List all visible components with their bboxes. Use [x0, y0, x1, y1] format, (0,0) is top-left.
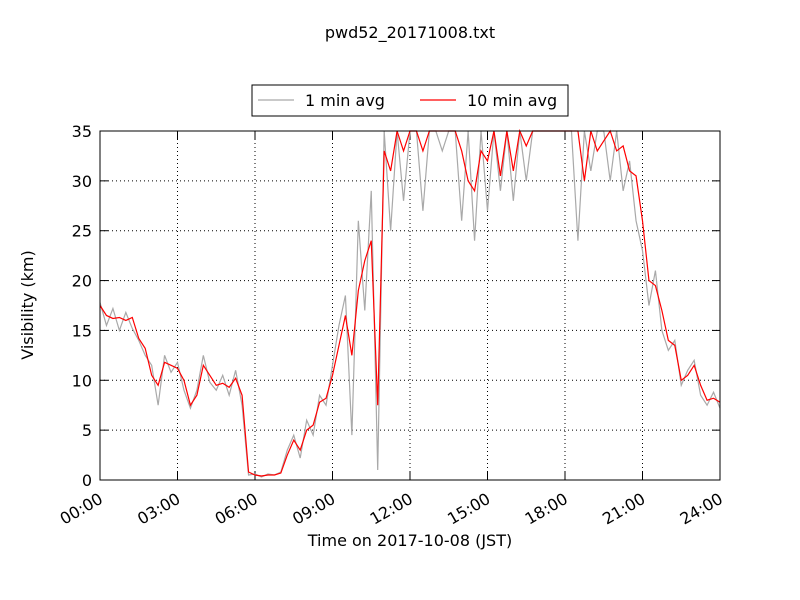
y-tick-label: 15 [72, 321, 92, 340]
y-tick-label: 20 [72, 272, 92, 291]
legend-box [251, 84, 569, 117]
legend: 1 min avg 10 min avg [251, 84, 569, 117]
y-tick-label: 30 [72, 172, 92, 191]
legend-label: 1 min avg [305, 91, 385, 110]
x-axis-label: Time on 2017-10-08 (JST) [307, 531, 512, 550]
y-tick-label: 0 [82, 471, 92, 490]
legend-label: 10 min avg [467, 91, 557, 110]
y-tick-label: 10 [72, 371, 92, 390]
y-axis-label: Visibility (km) [18, 250, 37, 359]
y-tick-label: 25 [72, 222, 92, 241]
chart-title: pwd52_20171008.txt [325, 23, 495, 43]
y-tick-label: 5 [82, 421, 92, 440]
y-tick-label: 35 [72, 122, 92, 141]
plot-frame [99, 130, 721, 481]
